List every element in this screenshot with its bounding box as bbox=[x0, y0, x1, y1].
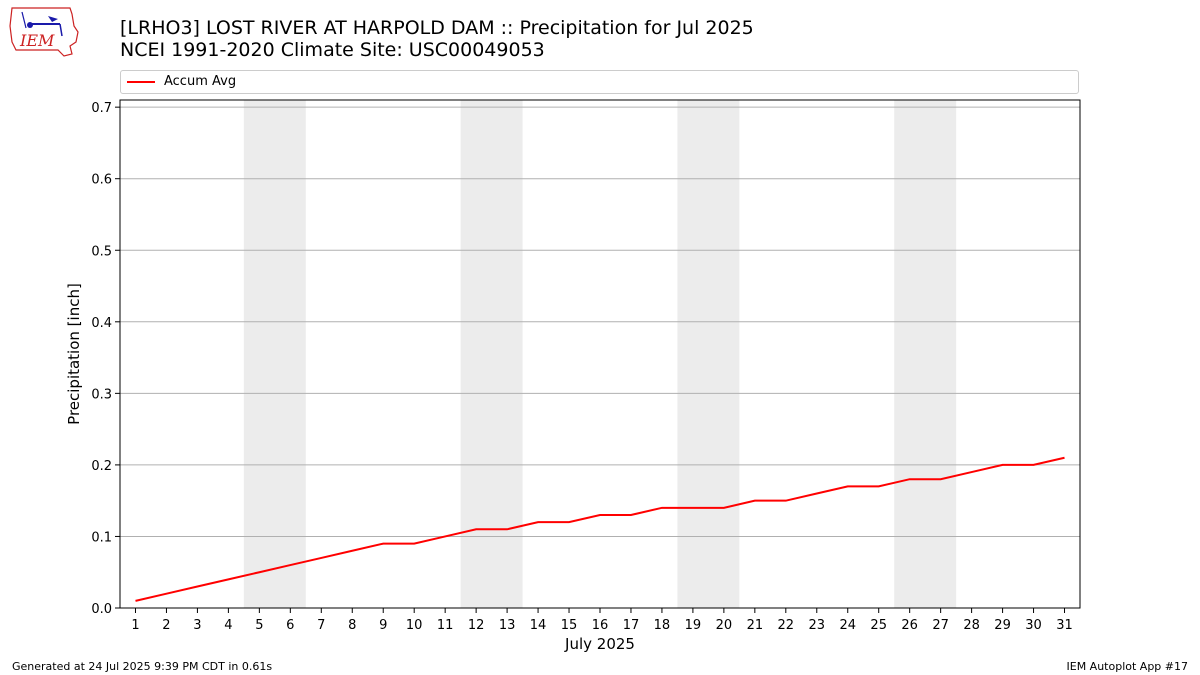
chart-legend: Accum Avg bbox=[120, 70, 1079, 94]
y-tick-label: 0.1 bbox=[91, 530, 112, 545]
chart-title-line2: NCEI 1991-2020 Climate Site: USC00049053 bbox=[120, 39, 545, 61]
iem-logo-text: IEM bbox=[19, 31, 55, 50]
x-tick-label: 10 bbox=[406, 618, 423, 633]
weekend-bands bbox=[243, 100, 957, 608]
y-gridlines bbox=[120, 106, 1080, 537]
x-tick-label: 26 bbox=[901, 618, 918, 633]
y-axis-label: Precipitation [inch] bbox=[65, 283, 83, 425]
x-tick-label: 28 bbox=[963, 618, 980, 633]
x-tick-label: 27 bbox=[932, 618, 949, 633]
x-tick-label: 25 bbox=[870, 618, 887, 633]
x-tick-label: 31 bbox=[1056, 618, 1073, 633]
x-tick-label: 4 bbox=[224, 618, 232, 633]
x-axis-ticks: 1 2 3 4 5 6 7 8 9 10 11 12 13 14 15 16 17 18 19 20 21 22 23 24 2… bbox=[131, 608, 1073, 633]
x-tick-label: 17 bbox=[623, 618, 640, 633]
y-tick-label: 0.0 bbox=[91, 602, 112, 617]
x-tick-label: 15 bbox=[561, 618, 578, 633]
legend-swatch-accum-avg bbox=[127, 81, 155, 83]
x-tick-label: 2 bbox=[162, 618, 170, 633]
x-tick-label: 9 bbox=[379, 618, 387, 633]
x-tick-label: 19 bbox=[685, 618, 702, 633]
x-tick-label: 23 bbox=[809, 618, 826, 633]
footer-app: IEM Autoplot App #17 bbox=[1066, 660, 1189, 673]
y-tick-label: 0.6 bbox=[91, 173, 112, 188]
x-tick-label: 13 bbox=[499, 618, 516, 633]
y-axis-ticks: 0.0 0.1 0.2 0.3 0.4 0.5 0.6 0.7 bbox=[91, 101, 120, 617]
y-tick-label: 0.4 bbox=[91, 316, 112, 331]
x-tick-label: 16 bbox=[592, 618, 609, 633]
weekend-band-4 bbox=[894, 100, 957, 608]
x-tick-label: 20 bbox=[716, 618, 733, 633]
y-tick-label: 0.2 bbox=[91, 459, 112, 474]
chart-title: [LRHO3] LOST RIVER AT HARPOLD DAM :: Pre… bbox=[120, 17, 754, 61]
x-tick-label: 8 bbox=[348, 618, 356, 633]
x-tick-label: 12 bbox=[468, 618, 485, 633]
x-tick-label: 6 bbox=[286, 618, 294, 633]
weekend-band-1 bbox=[243, 100, 306, 608]
x-tick-label: 21 bbox=[747, 618, 764, 633]
x-axis-label: July 2025 bbox=[564, 635, 635, 653]
x-tick-label: 14 bbox=[530, 618, 547, 633]
y-tick-label: 0.5 bbox=[91, 244, 112, 259]
series-line-accum-avg bbox=[135, 456, 1065, 602]
x-tick-label: 5 bbox=[255, 618, 263, 633]
x-tick-label: 29 bbox=[994, 618, 1011, 633]
legend-label-accum-avg: Accum Avg bbox=[164, 74, 237, 89]
x-tick-label: 24 bbox=[839, 618, 856, 633]
x-tick-label: 30 bbox=[1025, 618, 1042, 633]
chart-title-line1: [LRHO3] LOST RIVER AT HARPOLD DAM :: Pre… bbox=[120, 17, 754, 39]
weekend-band-3 bbox=[677, 100, 740, 608]
x-tick-label: 7 bbox=[317, 618, 325, 633]
x-tick-label: 22 bbox=[778, 618, 795, 633]
weekend-band-2 bbox=[460, 100, 523, 608]
y-tick-label: 0.7 bbox=[91, 101, 112, 116]
x-tick-label: 18 bbox=[654, 618, 671, 633]
x-tick-label: 3 bbox=[193, 618, 201, 633]
x-tick-label: 1 bbox=[131, 618, 139, 633]
iem-logo: IEM bbox=[8, 6, 80, 58]
x-tick-label: 11 bbox=[437, 618, 454, 633]
y-tick-label: 0.3 bbox=[91, 387, 112, 402]
footer-generated: Generated at 24 Jul 2025 9:39 PM CDT in … bbox=[12, 660, 273, 673]
